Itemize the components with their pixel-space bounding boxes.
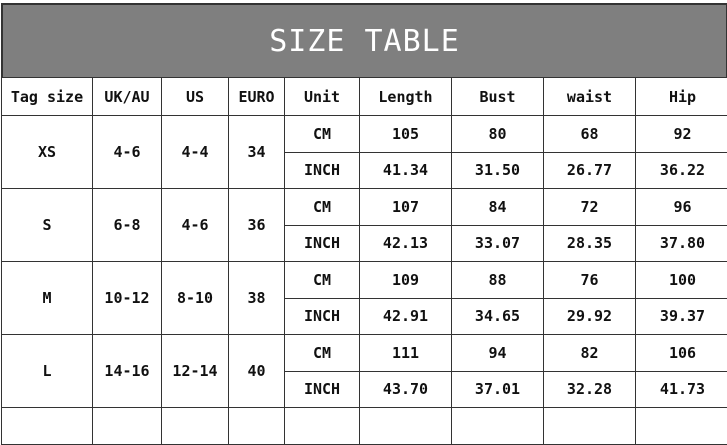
empty-cell bbox=[452, 408, 544, 445]
length-cell: 43.70 bbox=[360, 371, 452, 408]
empty-cell bbox=[229, 408, 285, 445]
waist-cell: 28.35 bbox=[544, 225, 636, 262]
hip-cell: 96 bbox=[636, 189, 727, 226]
unit-cell: CM bbox=[285, 189, 360, 226]
unit-cell: INCH bbox=[285, 298, 360, 335]
bust-cell: 37.01 bbox=[452, 371, 544, 408]
bust-cell: 84 bbox=[452, 189, 544, 226]
column-header: EURO bbox=[229, 78, 285, 116]
bust-cell: 94 bbox=[452, 335, 544, 372]
hip-cell: 100 bbox=[636, 262, 727, 299]
waist-cell: 72 bbox=[544, 189, 636, 226]
waist-cell: 26.77 bbox=[544, 152, 636, 189]
bust-cell: 34.65 bbox=[452, 298, 544, 335]
hip-cell: 39.37 bbox=[636, 298, 727, 335]
euro-cell: 38 bbox=[229, 262, 285, 335]
euro-cell: 40 bbox=[229, 335, 285, 408]
uk-au-cell: 10-12 bbox=[93, 262, 162, 335]
tag-size-cell: S bbox=[2, 189, 93, 262]
hip-cell: 106 bbox=[636, 335, 727, 372]
table-row bbox=[2, 408, 727, 445]
length-cell: 105 bbox=[360, 116, 452, 153]
column-header: Length bbox=[360, 78, 452, 116]
uk-au-cell: 6-8 bbox=[93, 189, 162, 262]
empty-cell bbox=[162, 408, 229, 445]
waist-cell: 76 bbox=[544, 262, 636, 299]
tag-size-cell: M bbox=[2, 262, 93, 335]
length-cell: 109 bbox=[360, 262, 452, 299]
us-cell: 8-10 bbox=[162, 262, 229, 335]
column-header: Hip bbox=[636, 78, 727, 116]
waist-cell: 68 bbox=[544, 116, 636, 153]
waist-cell: 29.92 bbox=[544, 298, 636, 335]
uk-au-cell: 4-6 bbox=[93, 116, 162, 189]
waist-cell: 32.28 bbox=[544, 371, 636, 408]
hip-cell: 36.22 bbox=[636, 152, 727, 189]
bust-cell: 31.50 bbox=[452, 152, 544, 189]
us-cell: 4-6 bbox=[162, 189, 229, 262]
hip-cell: 41.73 bbox=[636, 371, 727, 408]
unit-cell: CM bbox=[285, 262, 360, 299]
euro-cell: 36 bbox=[229, 189, 285, 262]
unit-cell: INCH bbox=[285, 152, 360, 189]
empty-cell bbox=[636, 408, 727, 445]
column-header: Unit bbox=[285, 78, 360, 116]
unit-cell: INCH bbox=[285, 225, 360, 262]
unit-cell: CM bbox=[285, 116, 360, 153]
length-cell: 41.34 bbox=[360, 152, 452, 189]
hip-cell: 92 bbox=[636, 116, 727, 153]
column-header: Tag size bbox=[2, 78, 93, 116]
length-cell: 42.13 bbox=[360, 225, 452, 262]
column-header: UK/AU bbox=[93, 78, 162, 116]
hip-cell: 37.80 bbox=[636, 225, 727, 262]
tag-size-cell: XS bbox=[2, 116, 93, 189]
bust-cell: 88 bbox=[452, 262, 544, 299]
unit-cell: CM bbox=[285, 335, 360, 372]
column-header: Bust bbox=[452, 78, 544, 116]
empty-cell bbox=[2, 408, 93, 445]
waist-cell: 82 bbox=[544, 335, 636, 372]
unit-cell: INCH bbox=[285, 371, 360, 408]
tag-size-cell: L bbox=[2, 335, 93, 408]
empty-cell bbox=[285, 408, 360, 445]
length-cell: 42.91 bbox=[360, 298, 452, 335]
table-title: SIZE TABLE bbox=[1, 3, 727, 77]
empty-cell bbox=[544, 408, 636, 445]
length-cell: 107 bbox=[360, 189, 452, 226]
bust-cell: 33.07 bbox=[452, 225, 544, 262]
empty-cell bbox=[93, 408, 162, 445]
us-cell: 4-4 bbox=[162, 116, 229, 189]
us-cell: 12-14 bbox=[162, 335, 229, 408]
euro-cell: 34 bbox=[229, 116, 285, 189]
column-header: waist bbox=[544, 78, 636, 116]
column-header: US bbox=[162, 78, 229, 116]
uk-au-cell: 14-16 bbox=[93, 335, 162, 408]
bust-cell: 80 bbox=[452, 116, 544, 153]
length-cell: 111 bbox=[360, 335, 452, 372]
empty-cell bbox=[360, 408, 452, 445]
